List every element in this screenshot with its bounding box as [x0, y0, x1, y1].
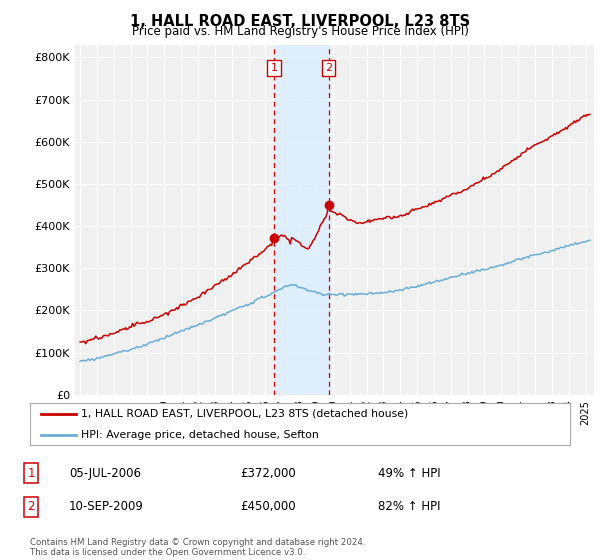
Text: Price paid vs. HM Land Registry's House Price Index (HPI): Price paid vs. HM Land Registry's House … — [131, 25, 469, 38]
Text: 2: 2 — [325, 63, 332, 73]
Text: £450,000: £450,000 — [240, 500, 296, 514]
Text: 82% ↑ HPI: 82% ↑ HPI — [378, 500, 440, 514]
Text: 1: 1 — [271, 63, 277, 73]
Text: 1, HALL ROAD EAST, LIVERPOOL, L23 8TS: 1, HALL ROAD EAST, LIVERPOOL, L23 8TS — [130, 14, 470, 29]
Text: HPI: Average price, detached house, Sefton: HPI: Average price, detached house, Seft… — [82, 430, 319, 440]
Text: Contains HM Land Registry data © Crown copyright and database right 2024.
This d: Contains HM Land Registry data © Crown c… — [30, 538, 365, 557]
Text: 1: 1 — [28, 466, 35, 480]
Text: 1, HALL ROAD EAST, LIVERPOOL, L23 8TS (detached house): 1, HALL ROAD EAST, LIVERPOOL, L23 8TS (d… — [82, 409, 409, 419]
Text: 49% ↑ HPI: 49% ↑ HPI — [378, 466, 440, 480]
Text: 05-JUL-2006: 05-JUL-2006 — [69, 466, 141, 480]
Text: 2: 2 — [28, 500, 35, 514]
Text: £372,000: £372,000 — [240, 466, 296, 480]
Bar — [274, 45, 329, 395]
Text: 10-SEP-2009: 10-SEP-2009 — [69, 500, 144, 514]
